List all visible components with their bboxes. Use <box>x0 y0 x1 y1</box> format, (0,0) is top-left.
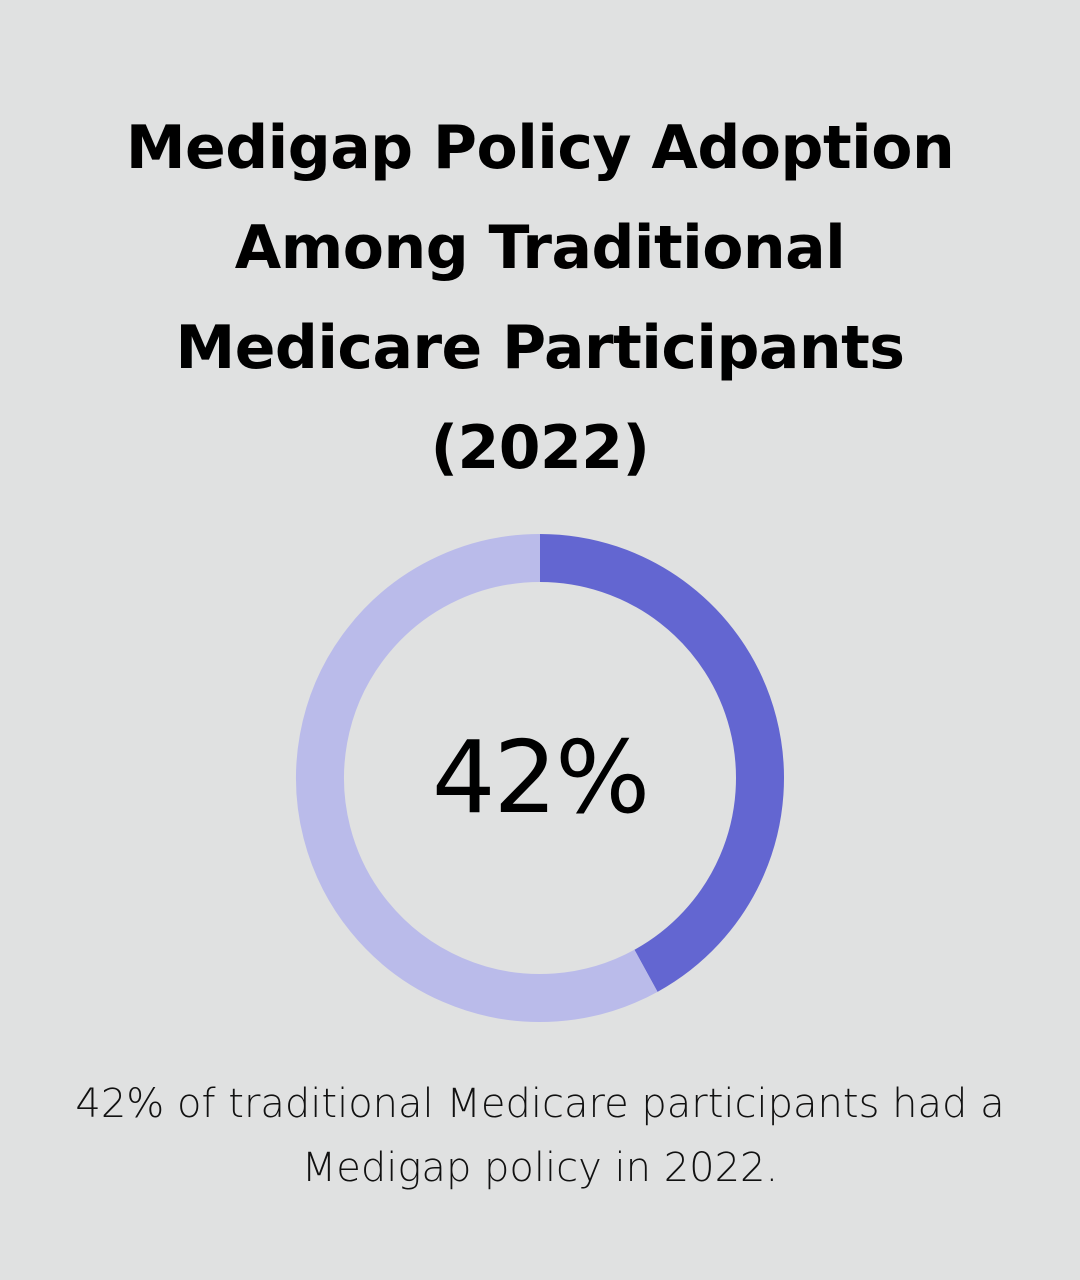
donut-slice-remainder <box>296 534 658 1022</box>
donut-slice-value <box>539 534 784 992</box>
chart-title-line-3: Medicare Participants <box>175 313 905 383</box>
chart-caption: 42% of traditional Medicare participants… <box>40 1072 1040 1200</box>
donut-center-value: 42% <box>431 719 650 836</box>
donut-chart <box>296 534 784 1022</box>
caption-line-1: 42% of traditional Medicare participants… <box>75 1081 1005 1127</box>
caption-line-2: Medigap policy in 2022. <box>301 1145 779 1191</box>
chart-title: Medigap Policy Adoption Among Traditiona… <box>70 98 1010 498</box>
chart-title-line-4: (2022) <box>430 413 650 483</box>
chart-title-line-2: Among Traditional <box>234 213 846 283</box>
chart-title-line-1: Medigap Policy Adoption <box>125 113 955 183</box>
